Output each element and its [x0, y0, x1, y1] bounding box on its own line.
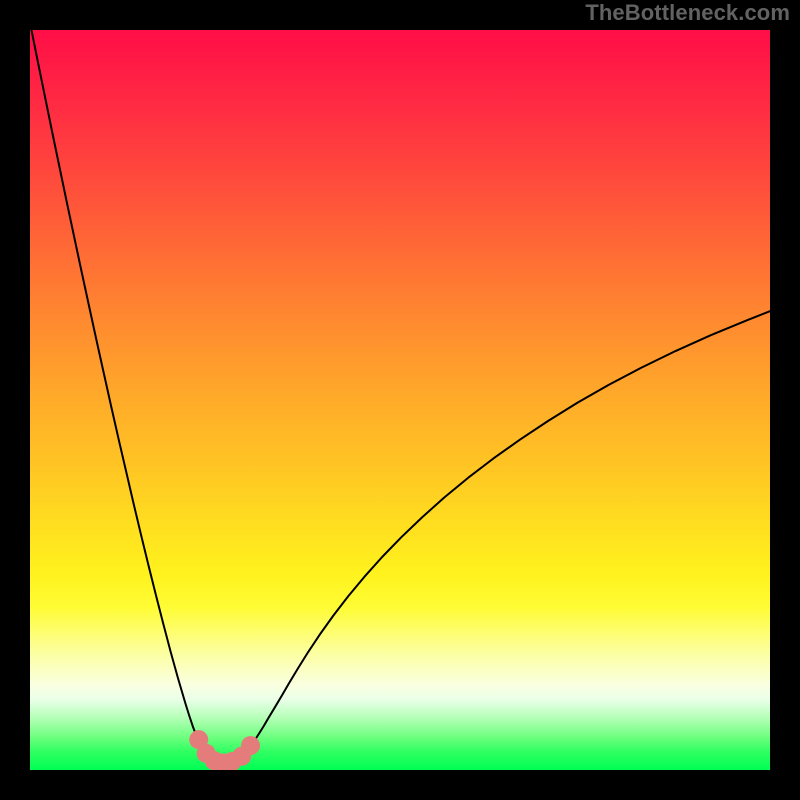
plot-area: [30, 30, 770, 770]
chart-svg: [30, 30, 770, 770]
gradient-background: [30, 30, 770, 770]
marker-point: [241, 736, 260, 755]
watermark-text: TheBottleneck.com: [585, 0, 790, 26]
chart-frame: TheBottleneck.com: [0, 0, 800, 800]
